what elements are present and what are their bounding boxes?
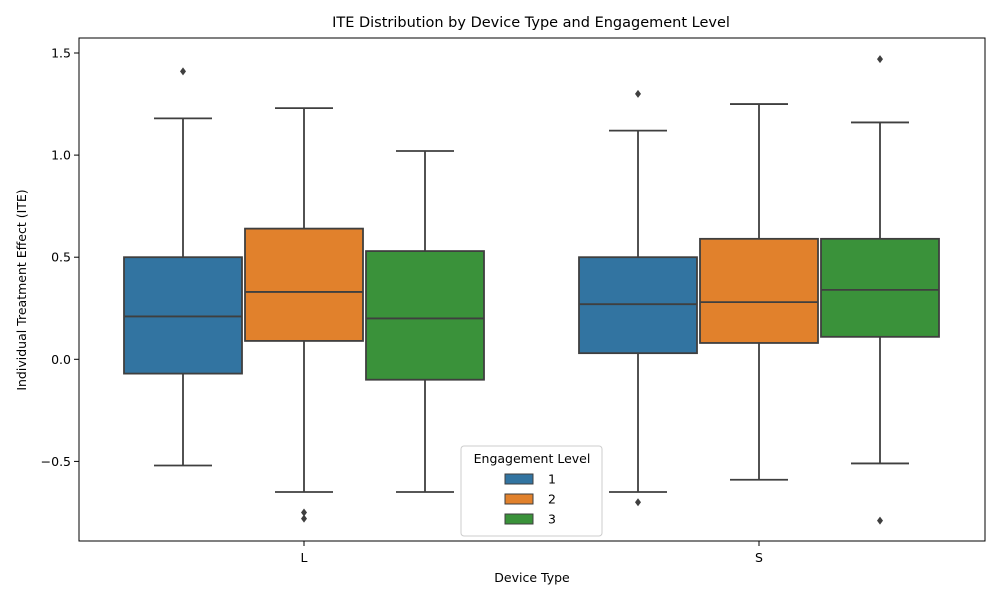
legend-item-level-2: 2: [504, 492, 556, 507]
y-axis-label: Individual Treatment Effect (ITE): [14, 189, 29, 390]
box-body: [365, 250, 485, 381]
legend-item-level-3: 3: [504, 512, 556, 527]
legend-swatch: [504, 473, 534, 485]
box-S-level-2: [699, 103, 819, 481]
outlier-point: [877, 516, 883, 525]
boxes-layer: [123, 55, 940, 525]
legend[interactable]: Engagement Level 1 2 3: [460, 445, 603, 537]
outlier-point: [301, 508, 307, 517]
outlier-point: [877, 55, 883, 64]
box-S-level-3: [820, 55, 940, 525]
box-body: [578, 256, 698, 355]
box-body: [244, 227, 364, 342]
legend-frame: [460, 445, 603, 537]
box-L-level-2: [244, 107, 364, 523]
outlier-point: [635, 89, 641, 98]
y-tick-label: 1.5: [51, 46, 71, 61]
outlier-point: [301, 514, 307, 523]
box-L-level-3: [365, 150, 485, 493]
legend-items: 1 2 3: [504, 472, 556, 527]
outlier-point: [180, 67, 186, 76]
box-body: [699, 237, 819, 344]
box-L-level-1: [123, 67, 243, 467]
legend-swatch: [504, 493, 534, 505]
plot-frame: [78, 37, 986, 542]
box-body: [123, 256, 243, 375]
x-tick-label: S: [755, 550, 763, 565]
outlier-point: [635, 498, 641, 507]
legend-item-level-1: 1: [504, 472, 556, 487]
y-tick-label: −0.5: [41, 454, 71, 469]
y-tick-label: 1.0: [51, 148, 71, 163]
y-tick-label: 0.5: [51, 250, 71, 265]
legend-title: Engagement Level: [474, 451, 591, 466]
box-S-level-1: [578, 89, 698, 507]
legend-label: 1: [548, 472, 556, 487]
x-axis-label: Device Type: [494, 570, 570, 585]
axes-layer: −0.5 0.0 0.5 1.0 1.5 L S: [41, 37, 986, 565]
x-tick-label: L: [301, 550, 308, 565]
legend-label: 3: [548, 512, 556, 527]
y-tick-label: 0.0: [51, 352, 71, 367]
legend-swatch: [504, 513, 534, 525]
chart-title: ITE Distribution by Device Type and Enga…: [332, 15, 730, 31]
legend-label: 2: [548, 492, 556, 507]
box-body: [820, 237, 940, 338]
